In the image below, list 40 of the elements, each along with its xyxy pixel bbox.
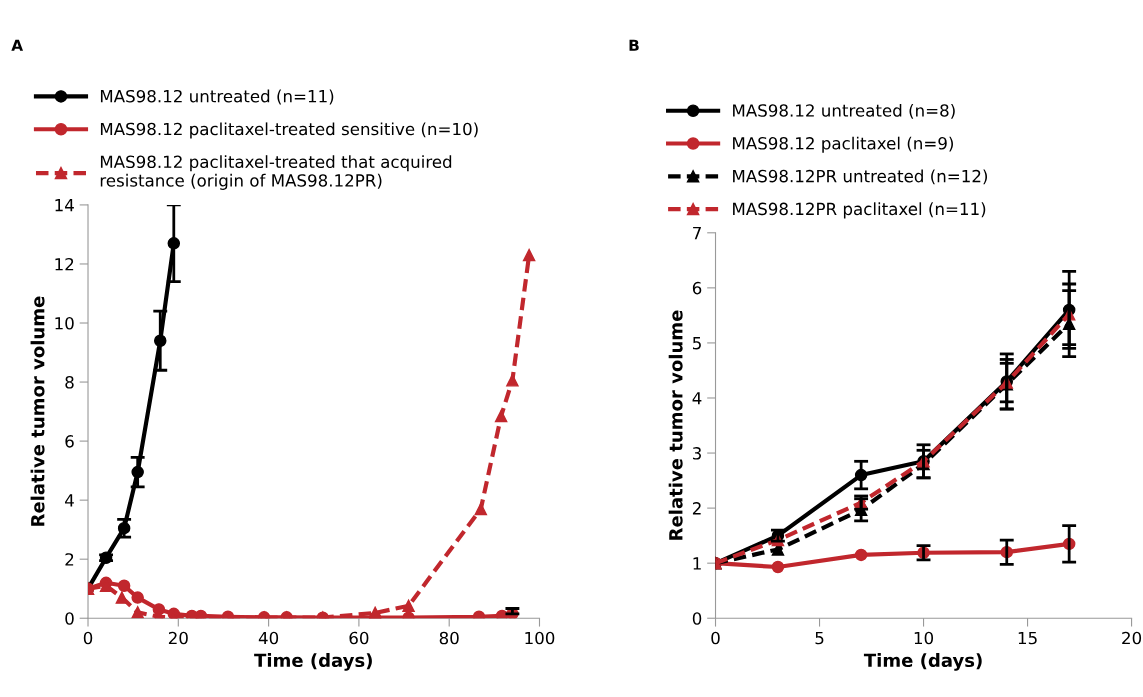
- y-tick-label: 7: [693, 226, 701, 240]
- x-axis-title: Time (days): [254, 653, 372, 671]
- x-tick-label: 100: [525, 631, 555, 645]
- y-tick-label: 2: [692, 502, 701, 515]
- legend-label: MAS98.12 paclitaxel-treated that acquired resistance (origin of MAS98.12PR): [100, 155, 452, 190]
- y-tick-label: 0: [65, 612, 74, 625]
- legend-label: MAS98.12 paclitaxel-treated sensitive (n=10): [100, 122, 478, 139]
- y-tick-label: 14: [55, 199, 74, 212]
- y-tick-label: 10: [55, 316, 74, 330]
- x-tick-label: 20: [168, 631, 188, 645]
- x-tick-label: 80: [439, 631, 459, 645]
- legend-label: MAS98.12PR paclitaxel (n=11): [733, 202, 986, 219]
- y-tick-label: 3: [692, 447, 701, 460]
- y-axis-title: Relative tumor volume: [668, 310, 683, 540]
- legend-label: MAS98.12PR untreated (n=12): [733, 169, 988, 185]
- y-tick-label: 6: [65, 435, 74, 448]
- x-tick-label: 20: [1122, 631, 1142, 645]
- y-tick-label: 2: [65, 553, 74, 566]
- x-tick-label: 40: [258, 631, 279, 645]
- x-tick-label: 0: [711, 631, 720, 645]
- legend-label: MAS98.12 paclitaxel (n=9): [733, 136, 953, 153]
- x-tick-label: 60: [349, 631, 369, 645]
- x-tick-label: 0: [83, 631, 93, 645]
- legend-label: MAS98.12 untreated (n=11): [100, 89, 334, 105]
- y-tick-label: 5: [693, 337, 701, 350]
- x-tick-label: 10: [914, 631, 934, 645]
- x-axis-title: Time (days): [863, 653, 982, 671]
- legend-label: MAS98.12 untreated (n=8): [733, 103, 955, 119]
- text: B: [629, 39, 639, 51]
- y-axis-title: Relative tumor volume: [30, 296, 45, 526]
- x-tick-label: 5: [815, 631, 824, 645]
- y-tick-label: 0: [692, 612, 702, 625]
- y-tick-label: 4: [692, 392, 702, 405]
- text: A: [11, 39, 24, 51]
- y-tick-label: 6: [692, 281, 702, 295]
- y-tick-label: 8: [65, 376, 74, 389]
- x-tick-label: 15: [1018, 631, 1037, 645]
- y-tick-label: 12: [55, 257, 74, 271]
- y-tick-label: 4: [65, 494, 74, 507]
- y-tick-label: 1: [693, 557, 701, 570]
